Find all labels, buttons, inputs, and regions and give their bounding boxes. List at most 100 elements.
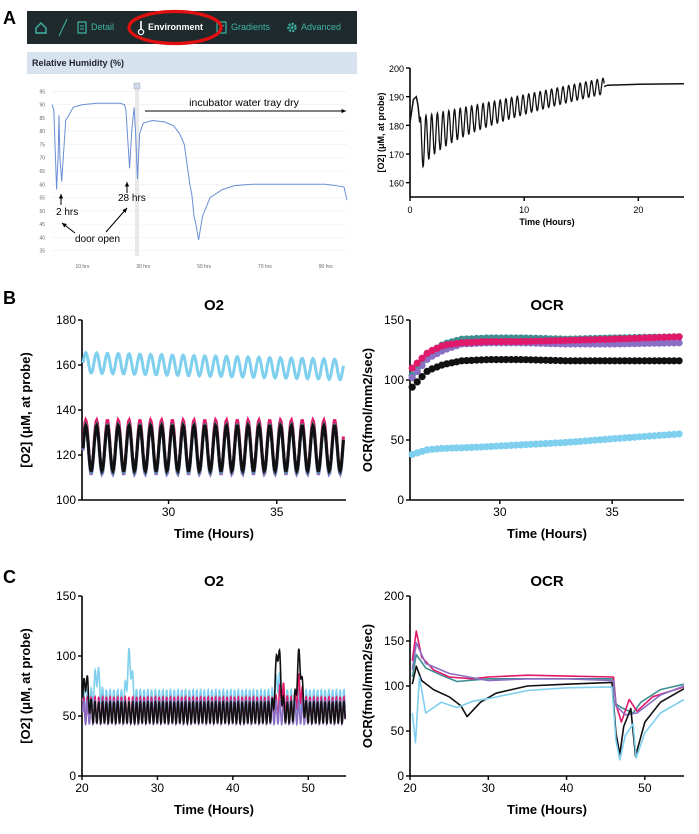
ocr-point-skyblue	[611, 435, 619, 443]
ocr-point-magenta	[591, 336, 599, 344]
y-tick-label: 60	[39, 182, 45, 188]
ocr-point-skyblue	[492, 442, 500, 450]
ocr-point-skyblue	[547, 439, 555, 447]
ocr-point-magenta	[586, 336, 594, 344]
ocr-point-purple	[571, 340, 579, 348]
ocr-point-purple	[408, 374, 416, 382]
ocr-point-purple	[467, 340, 476, 348]
ocr-point-magenta	[561, 336, 570, 344]
tab-detail[interactable]: Detail	[91, 22, 115, 32]
ocr-point-black	[547, 356, 555, 364]
ocr-point-skyblue	[606, 435, 614, 443]
ocr-point-black	[448, 359, 456, 367]
dry-arrow-head	[341, 108, 346, 114]
ocr-point-skyblue	[566, 438, 575, 446]
y-tick-label: 190	[389, 93, 404, 103]
ocr-point-skyblue	[576, 437, 584, 445]
ocr-point-purple	[423, 355, 431, 364]
x-tick-label: 30	[493, 505, 507, 519]
o2-segment-0	[409, 95, 421, 123]
ocr-point-purple	[413, 368, 421, 376]
ocr-point-skyblue	[635, 433, 644, 441]
ocr-point-skyblue	[463, 444, 471, 452]
ocr-point-black	[522, 356, 530, 364]
y-tick-label: 100	[56, 649, 76, 663]
y-tick-label: 180	[56, 313, 76, 327]
ocr-point-black	[433, 363, 441, 371]
arrow-door-right-shaft	[105, 207, 128, 233]
tab-gradients[interactable]: Gradients	[231, 22, 271, 32]
x-tick-label: 10 hrs	[75, 264, 89, 270]
ocr-point-magenta	[635, 334, 644, 342]
ocr-point-magenta	[492, 338, 500, 346]
tab-advanced[interactable]: Advanced	[301, 22, 342, 32]
y-tick-label: 50	[39, 209, 45, 215]
ocr-point-purple	[477, 339, 485, 347]
ocr-point-purple	[650, 339, 659, 347]
x-axis-label: Time (Hours)	[519, 217, 574, 227]
ocr-point-magenta	[497, 338, 505, 346]
y-tick-label: 0	[397, 769, 404, 783]
ocr-point-black	[596, 357, 604, 365]
ocr-point-skyblue	[581, 437, 589, 445]
annotation-2hrs: 2 hrs	[56, 207, 78, 218]
ocr-point-purple	[640, 339, 649, 347]
ocr-point-skyblue	[561, 438, 570, 447]
y-tick-label: 160	[56, 358, 76, 372]
ocr-point-purple	[645, 339, 654, 347]
ocr-point-teal	[512, 334, 520, 342]
ocr-point-black	[665, 357, 673, 365]
ocr-point-black	[443, 360, 451, 368]
ocr-point-purple	[675, 339, 683, 347]
ocr-point-black	[635, 357, 644, 365]
ocr-point-skyblue	[408, 450, 416, 458]
ocr-point-magenta	[606, 335, 614, 343]
y-tick-label: 200	[389, 64, 404, 74]
tab-environment[interactable]: Environment	[148, 22, 204, 32]
y-tick-label: 50	[391, 724, 405, 738]
home-icon[interactable]	[31, 11, 51, 44]
humidity-chart-header: Relative Humidity (%)	[27, 52, 357, 74]
ocr-point-skyblue	[537, 440, 545, 448]
ocr-point-black	[477, 356, 485, 364]
x-tick-label: 35	[605, 505, 619, 519]
ocr-point-teal	[527, 334, 535, 342]
ocr-point-teal	[487, 334, 495, 342]
ocr-point-skyblue	[522, 441, 530, 449]
arrow-28hrs-head	[124, 182, 130, 187]
annotation-door: door open	[75, 234, 120, 245]
ocr-point-black	[467, 356, 476, 364]
y-axis-label: OCR(fmol/mm2/sec)	[360, 624, 375, 748]
ocr-point-purple	[621, 340, 629, 348]
x-tick-label: 20	[403, 781, 417, 795]
x-tick-label: 30 hrs	[136, 264, 150, 270]
ocr-point-black	[423, 367, 431, 375]
ocr-point-purple	[566, 340, 575, 348]
ocr-point-skyblue	[596, 436, 604, 444]
ocr-point-black	[492, 356, 500, 364]
y-tick-label: 80	[39, 129, 45, 135]
ocr-point-magenta	[527, 337, 535, 345]
ocr-point-black	[566, 357, 575, 365]
y-tick-label: 35	[39, 249, 45, 255]
ocr-point-purple	[606, 340, 614, 348]
o2-series-magenta	[81, 416, 345, 476]
y-tick-label: 140	[56, 403, 76, 417]
y-tick-label: 0	[69, 769, 76, 783]
ocr-point-skyblue	[477, 443, 485, 451]
ocr-point-black	[497, 356, 505, 364]
ocr-point-black	[532, 356, 540, 364]
ocr-point-magenta	[665, 333, 673, 341]
x-tick-label: 20	[75, 781, 89, 795]
ocr-point-teal	[566, 335, 575, 343]
ocr-point-purple	[497, 339, 505, 347]
ocr-point-magenta	[556, 337, 565, 345]
y-tick-label: 65	[39, 169, 45, 175]
x-tick-label: 30	[162, 505, 176, 519]
ocr-point-skyblue	[443, 444, 451, 452]
ocr-point-magenta	[547, 337, 555, 345]
o2-oscillation-line	[419, 77, 605, 169]
ocr-point-purple	[626, 340, 634, 348]
ocrc-series-skyblue	[411, 676, 685, 761]
